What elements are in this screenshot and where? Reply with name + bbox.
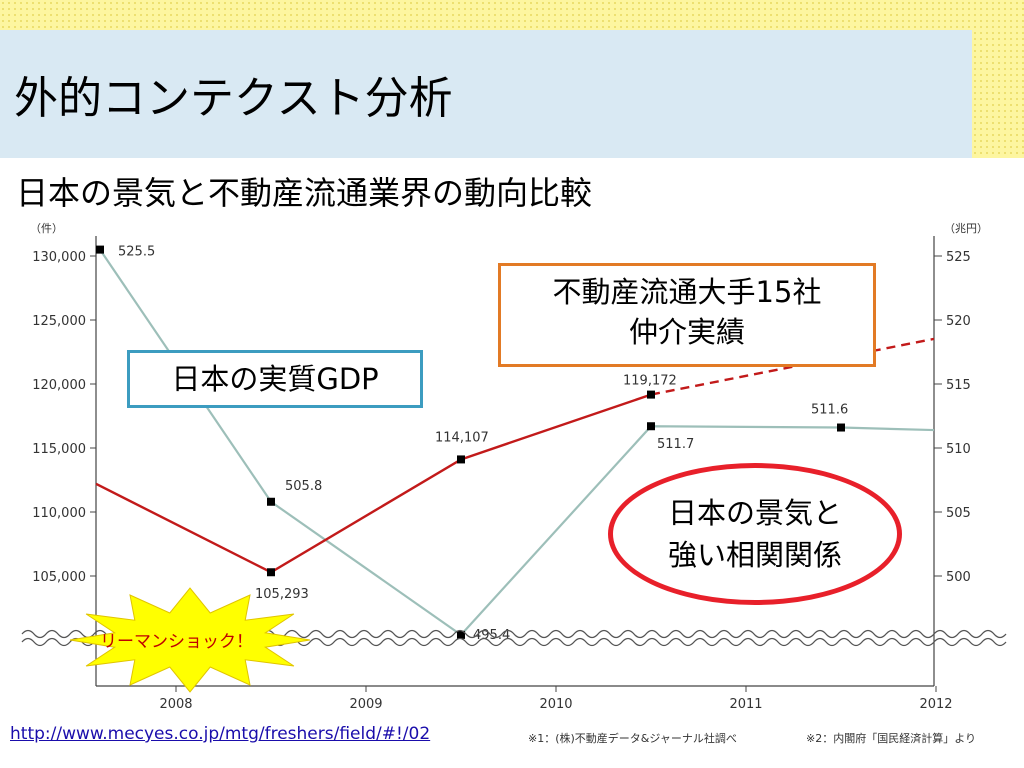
- gdp-point: [267, 497, 275, 506]
- footnote-source-1: ※1：(株)不動産データ&ジャーナル社調べ: [528, 732, 737, 745]
- y-left-unit: （件）: [30, 222, 63, 235]
- y-right-tick-label: 520: [946, 314, 971, 329]
- lehman-shock-label: リーマンショック！: [100, 632, 253, 652]
- y-left-tick-label: 105,000: [32, 570, 86, 585]
- slide-title: 外的コンテクスト分析: [14, 73, 453, 124]
- x-tick-label: 2011: [729, 697, 762, 712]
- x-tick-label: 2009: [349, 697, 382, 712]
- y-left-tick-label: 120,000: [32, 378, 86, 393]
- y-right-tick-label: 500: [946, 570, 971, 585]
- brokerage-data-label: 105,293: [255, 587, 309, 602]
- brokerage-callout: 不動産流通大手15社 仲介実績: [498, 263, 876, 367]
- correlation-callout: 日本の景気と 強い相関関係: [608, 463, 902, 605]
- title-band: [0, 30, 972, 158]
- brokerage-point: [647, 390, 655, 399]
- y-left-tick-label: 130,000: [32, 250, 86, 265]
- gdp-callout: 日本の実質GDP: [127, 350, 423, 408]
- brokerage-data-label: 114,107: [435, 430, 489, 445]
- x-tick-label: 2012: [919, 697, 952, 712]
- subtitle-box: [4, 158, 840, 222]
- brokerage-callout-line1: 不動産流通大手15社: [552, 275, 822, 309]
- gdp-series-line: [99, 248, 935, 637]
- brokerage-point: [267, 568, 275, 577]
- y-left-tick-label: 115,000: [32, 442, 86, 457]
- y-right-tick-label: 525: [946, 250, 971, 265]
- slide-subtitle: 日本の景気と不動産流通業界の動向比較: [16, 174, 593, 212]
- gdp-data-label: 505.8: [285, 479, 322, 494]
- brokerage-data-label: 119,172: [623, 374, 677, 389]
- gdp-data-label: 511.6: [811, 403, 848, 418]
- footnote-source-2: ※2：内閣府「国民経済計算」より: [806, 732, 976, 745]
- correlation-callout-line2: 強い相関関係: [667, 538, 842, 572]
- source-link[interactable]: http://www.mecyes.co.jp/mtg/freshers/fie…: [10, 724, 431, 744]
- x-tick-label: 2010: [539, 697, 572, 712]
- y-right-tick-label: 510: [946, 442, 971, 457]
- gdp-point: [837, 423, 845, 432]
- y-right-unit: （兆円）: [944, 222, 988, 235]
- x-tick-label: 2008: [159, 697, 192, 712]
- correlation-callout-line1: 日本の景気と: [667, 496, 842, 530]
- gdp-point: [647, 422, 655, 431]
- lehman-shock-burst: [69, 587, 311, 693]
- y-left-tick-label: 110,000: [32, 506, 86, 521]
- brokerage-series-line: [95, 393, 652, 574]
- gdp-point: [96, 245, 104, 254]
- y-right-tick-label: 505: [946, 506, 971, 521]
- y-left-tick-label: 125,000: [32, 314, 86, 329]
- brokerage-series-projection: [650, 337, 935, 396]
- brokerage-callout-line2: 仲介実績: [628, 315, 745, 349]
- brokerage-point: [457, 455, 465, 464]
- y-right-tick-label: 515: [946, 378, 971, 393]
- gdp-data-label: 511.7: [657, 437, 694, 452]
- gdp-data-label: 525.5: [118, 245, 155, 260]
- gdp-point: [457, 630, 465, 639]
